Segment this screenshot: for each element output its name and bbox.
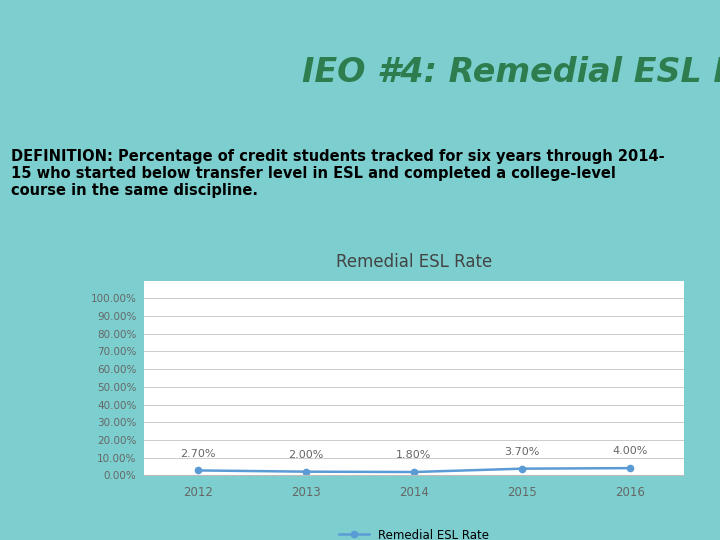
Text: DEFINITION: Percentage of credit students tracked for six years through 2014-
15: DEFINITION: Percentage of credit student… [11, 148, 665, 198]
Remedial ESL Rate [410, 469, 418, 475]
Text: 1.80%: 1.80% [396, 450, 432, 460]
Remedial ESL Rate [518, 465, 526, 472]
Remedial ESL Rate [626, 465, 634, 471]
Text: 3.70%: 3.70% [504, 447, 540, 457]
Line: Remedial ESL Rate: Remedial ESL Rate [195, 465, 633, 475]
Remedial ESL Rate [302, 468, 310, 475]
Text: 2.00%: 2.00% [288, 450, 324, 460]
Remedial ESL Rate [194, 467, 202, 474]
Title: Remedial ESL Rate: Remedial ESL Rate [336, 253, 492, 271]
Text: 4.00%: 4.00% [612, 446, 648, 456]
Text: 2.70%: 2.70% [180, 449, 216, 458]
Legend: Remedial ESL Rate: Remedial ESL Rate [334, 524, 494, 540]
Text: IEO #4: Remedial ESL Rate: IEO #4: Remedial ESL Rate [302, 56, 720, 90]
